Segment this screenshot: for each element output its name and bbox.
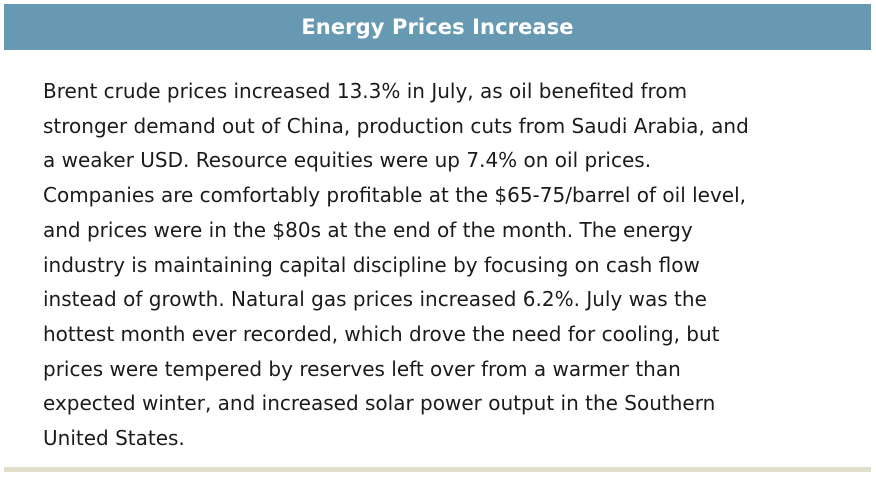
- panel-body-text: Brent crude prices increased 13.3% in Ju…: [43, 79, 749, 451]
- panel-title: Energy Prices Increase: [301, 15, 574, 39]
- bottom-divider: [4, 467, 871, 472]
- energy-prices-panel: Energy Prices Increase Brent crude price…: [4, 4, 871, 470]
- panel-header: Energy Prices Increase: [4, 4, 871, 50]
